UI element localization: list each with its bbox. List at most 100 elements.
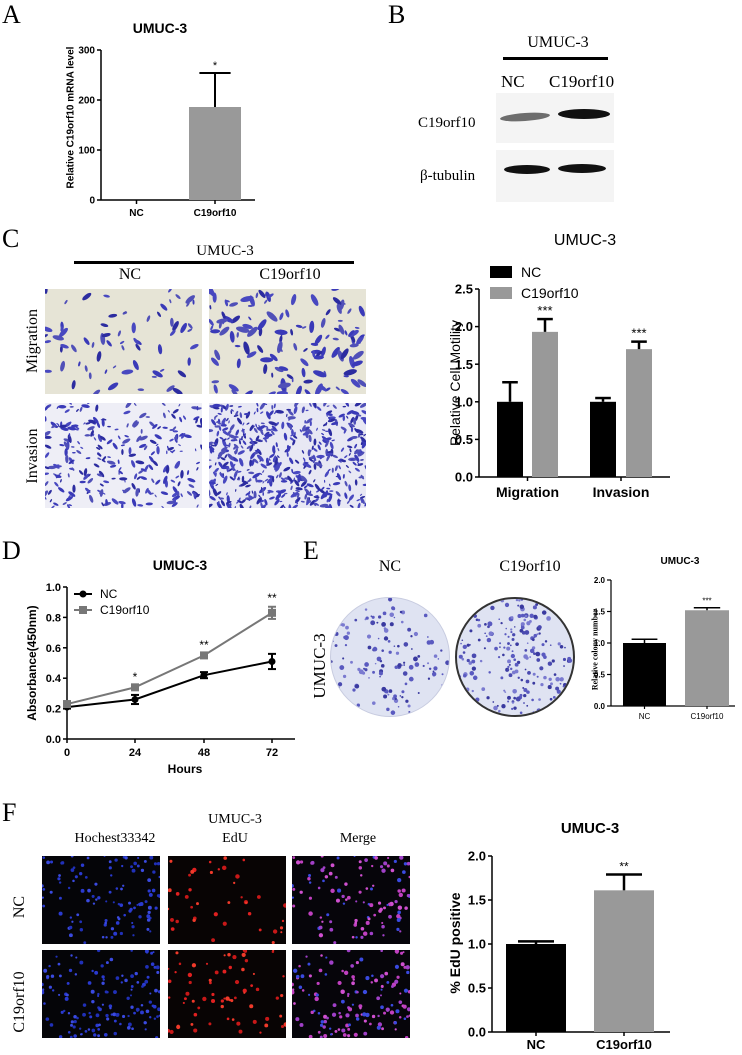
- svg-text:2.5: 2.5: [455, 282, 473, 297]
- panel-label-d: D: [2, 536, 21, 565]
- panel-c-bar-chart: 0.0 0.5 1.0 1.5 2.0 2.5 *** Migration *** Invasio…: [455, 264, 670, 500]
- svg-text:***: ***: [537, 303, 552, 318]
- svg-text:2.0: 2.0: [468, 849, 486, 864]
- svg-text:NC: NC: [527, 1037, 546, 1052]
- svg-text:**: **: [199, 638, 209, 652]
- panel-b-row-tubulin: β-tubulin: [420, 168, 476, 184]
- svg-text:48: 48: [198, 747, 210, 759]
- panel-a-title: UMUC-3: [132, 20, 188, 36]
- edu-nc-image: [168, 856, 286, 944]
- panel-c-header: UMUC-3: [196, 243, 254, 259]
- panel-f-header: UMUC-3: [208, 812, 262, 827]
- svg-text:0: 0: [64, 747, 70, 759]
- svg-text:1.0: 1.0: [455, 394, 473, 409]
- svg-text:0.5: 0.5: [594, 670, 606, 679]
- svg-text:**: **: [619, 859, 629, 873]
- svg-text:NC: NC: [129, 208, 143, 219]
- colony-dish-c19orf10: [455, 597, 575, 717]
- texture: [292, 950, 410, 1038]
- texture: [45, 403, 202, 508]
- svg-text:1.5: 1.5: [468, 893, 486, 908]
- colony-dish-nc: [330, 597, 450, 717]
- band-c19orf10-c19orf10: [558, 109, 610, 119]
- svg-text:0.6: 0.6: [46, 643, 61, 655]
- panel-c-row-migration: Migration: [24, 309, 41, 373]
- svg-text:*: *: [133, 670, 138, 684]
- panel-e-col-c19orf10: C19orf10: [499, 558, 561, 575]
- texture: [45, 289, 199, 394]
- edu-c19orf10-image: [168, 950, 286, 1038]
- panel-label-e: E: [303, 536, 319, 565]
- texture: [209, 289, 366, 394]
- panel-label-c: C: [2, 224, 20, 253]
- band-c19orf10-tubulin: [558, 164, 606, 173]
- svg-text:0.4: 0.4: [46, 673, 62, 685]
- svg-text:NC: NC: [100, 587, 118, 601]
- svg-text:Invasion: Invasion: [593, 484, 650, 500]
- panel-f-chart-title: UMUC-3: [560, 820, 620, 837]
- panel-label-a: A: [2, 0, 21, 29]
- invasion-c19orf10-image: [209, 403, 366, 508]
- svg-text:72: 72: [266, 747, 278, 759]
- svg-text:Migration: Migration: [496, 484, 559, 500]
- panel-e-col-nc: NC: [378, 558, 402, 575]
- panel-label-b: B: [388, 0, 406, 29]
- panel-f-col-merge: Merge: [339, 831, 377, 846]
- hoechst-c19orf10-image: [42, 950, 160, 1038]
- texture: [168, 950, 286, 1035]
- panel-c-header-line: [74, 261, 354, 264]
- migration-c19orf10-image: [209, 289, 366, 394]
- hoechst-nc-image: [42, 856, 160, 944]
- svg-text:0.0: 0.0: [468, 1025, 486, 1040]
- band-nc-tubulin: [504, 165, 550, 174]
- panel-c-col-nc: NC: [118, 266, 142, 283]
- panel-c-chart-title: UMUC-3: [553, 232, 617, 249]
- svg-text:0.0: 0.0: [46, 734, 61, 746]
- merge-c19orf10-image: [292, 950, 410, 1038]
- svg-text:C19orf10: C19orf10: [691, 712, 724, 721]
- panel-d-title: UMUC-3: [152, 557, 208, 573]
- svg-text:100: 100: [78, 146, 95, 157]
- panel-b-header: UMUC-3: [527, 34, 589, 51]
- panel-b-header-line: [503, 57, 608, 60]
- band-nc-c19orf10: [499, 111, 551, 123]
- svg-text:2.0: 2.0: [594, 576, 606, 585]
- panel-f-row-c19orf10: C19orf10: [11, 971, 28, 1033]
- svg-text:C19orf10: C19orf10: [521, 285, 579, 301]
- svg-text:2.0: 2.0: [455, 319, 473, 334]
- texture: [42, 856, 160, 944]
- panel-e-row-label: UMUC-3: [310, 633, 329, 699]
- panel-b-lane-nc: NC: [501, 72, 525, 91]
- svg-text:0.0: 0.0: [594, 702, 606, 711]
- texture: [168, 856, 286, 944]
- svg-text:**: **: [267, 591, 277, 605]
- panel-c-row-invasion: Invasion: [24, 428, 41, 484]
- texture: [331, 598, 449, 715]
- panel-c-col-c19orf10: C19orf10: [259, 266, 321, 283]
- svg-text:0.5: 0.5: [455, 432, 473, 447]
- svg-text:C19orf10: C19orf10: [596, 1037, 652, 1052]
- svg-text:***: ***: [631, 326, 646, 341]
- panel-e-bar-chart: 0.0 0.5 1.0 1.5 2.0 NC *** C19orf10: [594, 576, 735, 721]
- svg-text:C19orf10: C19orf10: [194, 208, 237, 219]
- svg-text:***: ***: [702, 597, 711, 606]
- svg-text:0: 0: [89, 196, 95, 207]
- svg-text:24: 24: [129, 747, 142, 759]
- panel-a-bar-chart: 0 100 200 300 NC * C19orf10: [78, 46, 255, 219]
- svg-text:0.8: 0.8: [46, 612, 61, 624]
- svg-text:1.5: 1.5: [455, 357, 473, 372]
- svg-text:1.5: 1.5: [594, 607, 606, 616]
- western-blot-c19orf10: [496, 93, 614, 143]
- panel-label-f: F: [2, 798, 17, 827]
- panel-e-chart-title: UMUC-3: [660, 556, 700, 567]
- svg-text:1.0: 1.0: [594, 639, 606, 648]
- svg-text:1.0: 1.0: [46, 582, 61, 594]
- texture: [457, 599, 573, 715]
- svg-text:NC: NC: [521, 264, 541, 280]
- panel-b-row-c19orf10: C19orf10: [418, 115, 476, 131]
- texture: [42, 950, 160, 1038]
- panel-f-bar-chart: 0.0 0.5 1.0 1.5 2.0 NC ** C19orf10: [468, 849, 670, 1052]
- texture: [209, 403, 366, 508]
- svg-text:C19orf10: C19orf10: [100, 603, 150, 617]
